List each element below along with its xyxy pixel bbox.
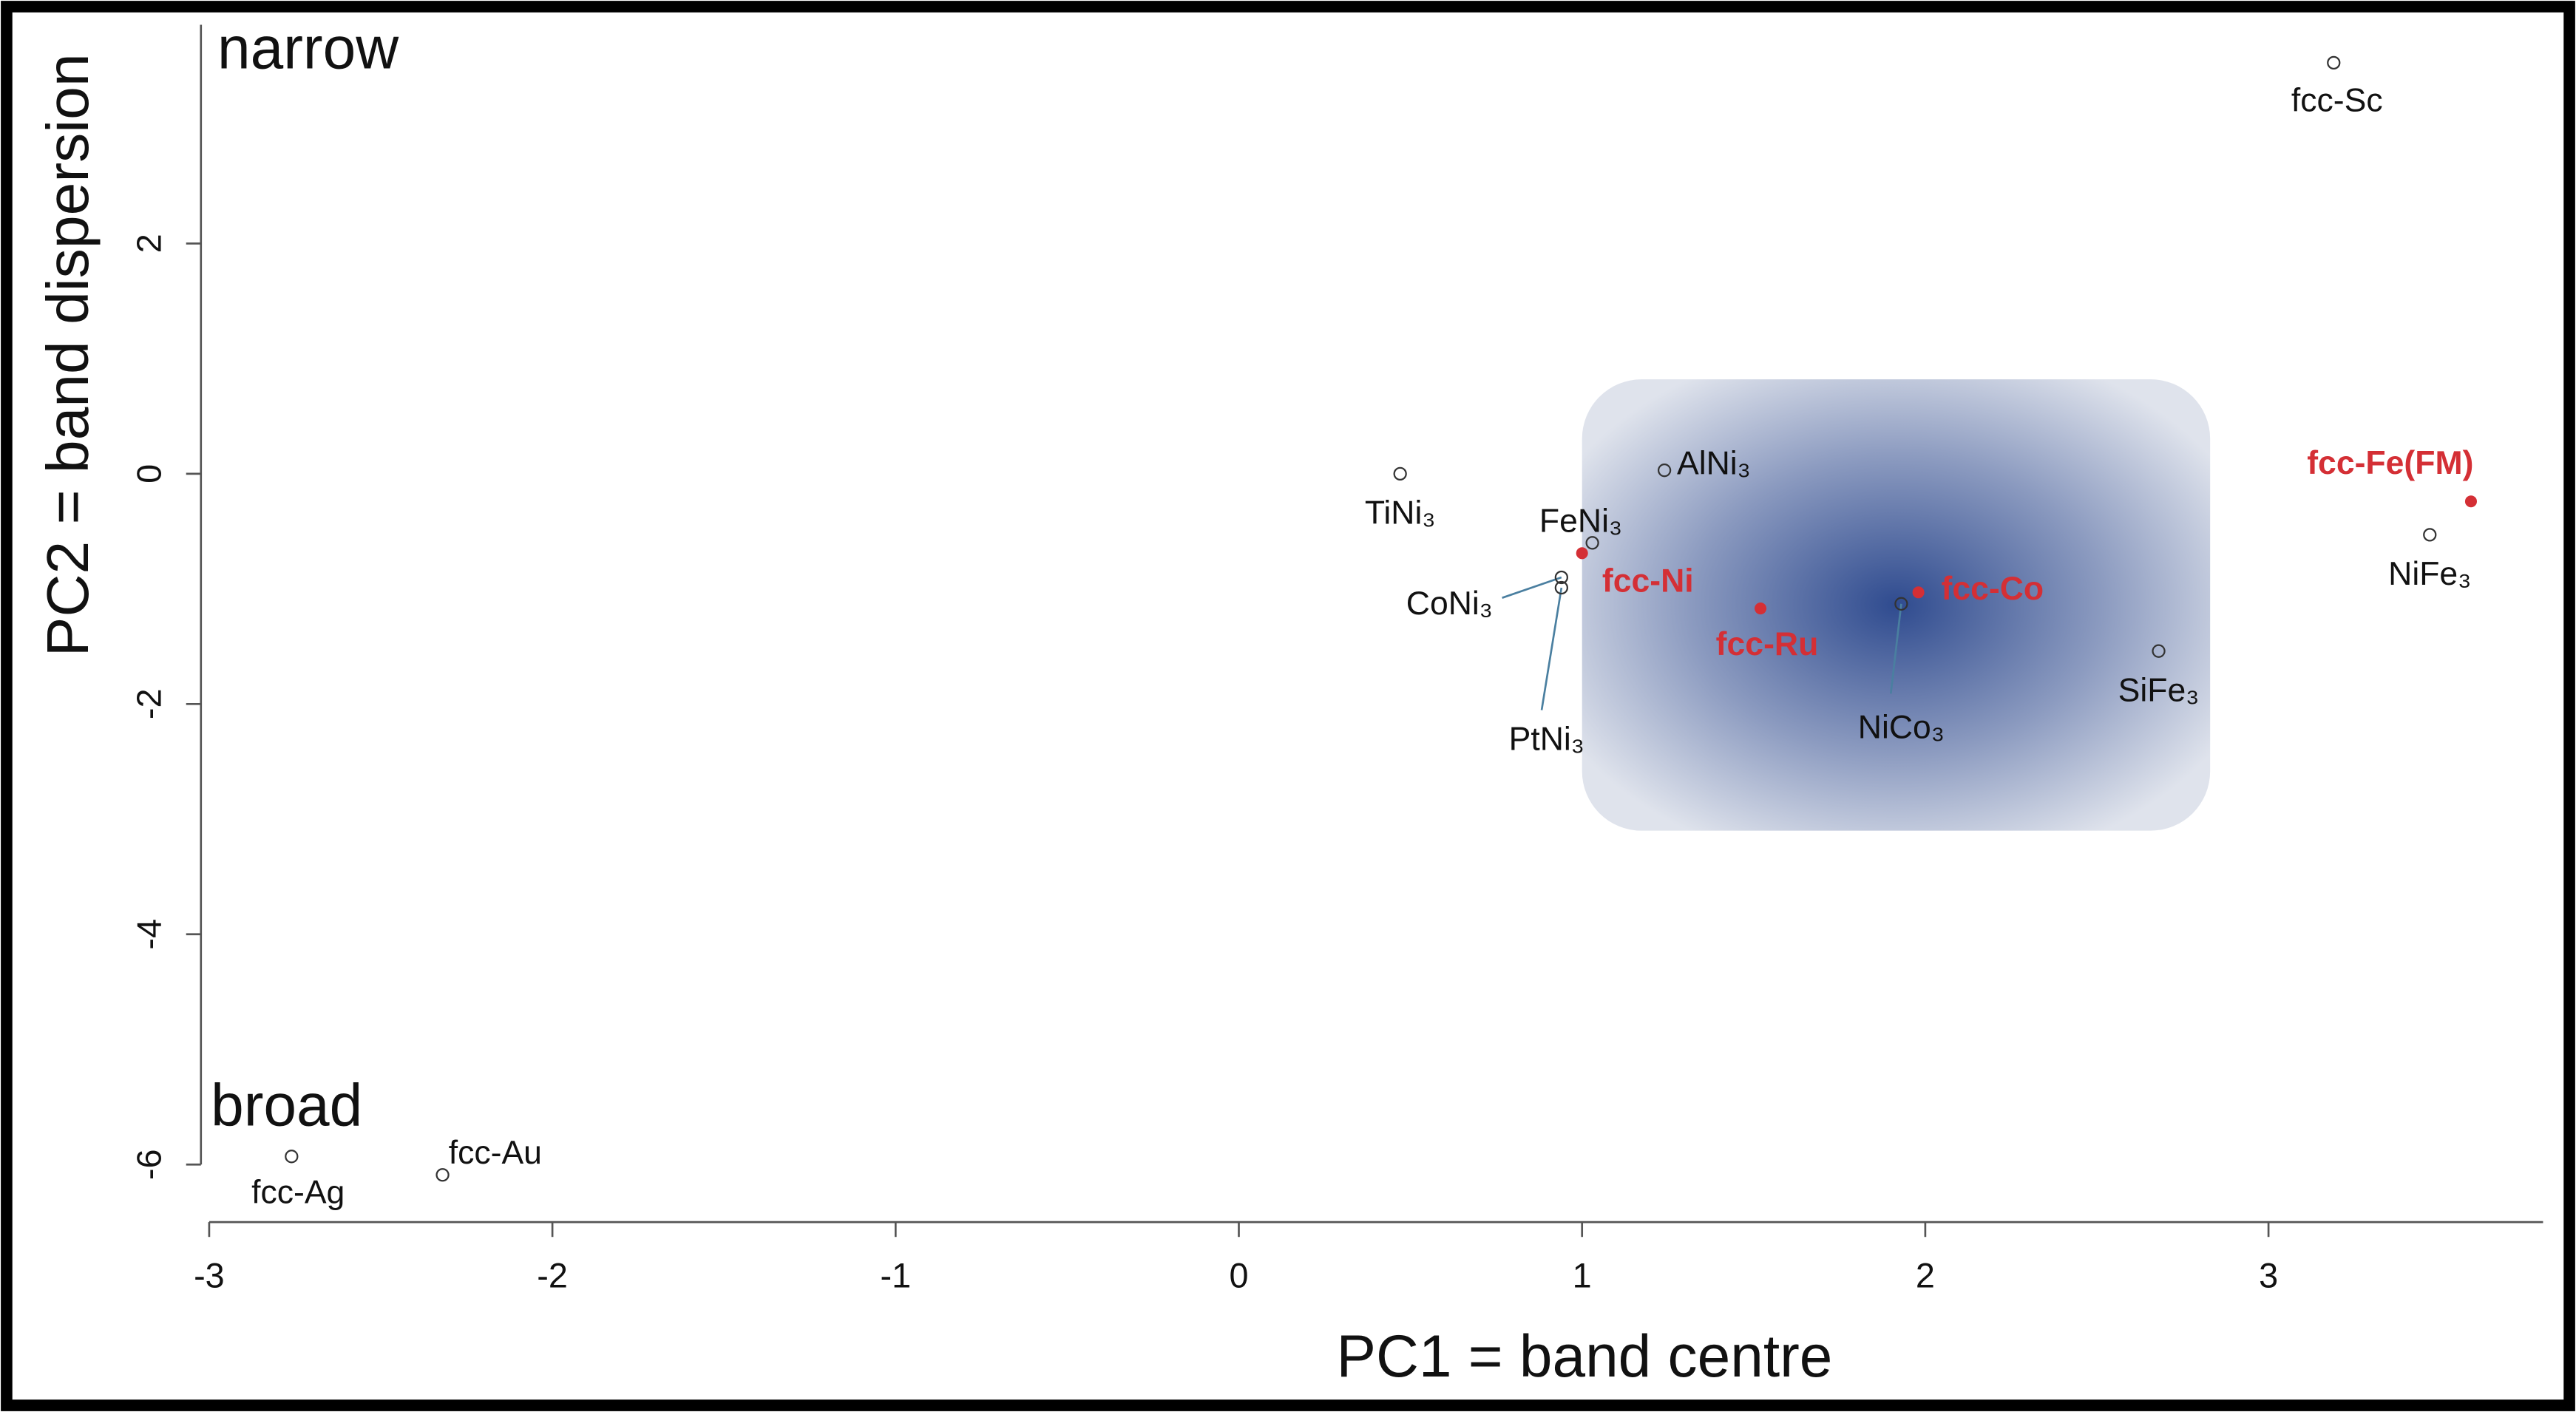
leader-line (1540, 587, 1563, 710)
point-label: fcc-Co (1942, 571, 2044, 607)
point (2152, 644, 2166, 658)
x-axis-label: PC1 = band centre (1337, 1323, 1833, 1390)
x-tick-label: 2 (1916, 1256, 1935, 1294)
point (1755, 603, 1767, 615)
x-tick-label: 1 (1573, 1256, 1592, 1294)
point (285, 1150, 299, 1164)
y-tick-label: 0 (129, 464, 168, 483)
point (2327, 55, 2341, 70)
point (1912, 586, 1925, 599)
point-label: CoNi₃ (1406, 585, 1493, 622)
point (1894, 597, 1908, 611)
point (2423, 528, 2437, 542)
x-tick-label: -3 (194, 1256, 225, 1294)
y-tick-label: 2 (129, 234, 168, 253)
point-label: fcc-Sc (2291, 82, 2383, 118)
y-axis-label: PC2 = band dispersion (35, 53, 101, 656)
point-label: PtNi₃ (1509, 722, 1584, 758)
point-label: FeNi₃ (1539, 503, 1622, 539)
annotation-narrow: narrow (217, 16, 399, 82)
point-label: fcc-Au (449, 1135, 542, 1171)
leader-line (1889, 603, 1902, 694)
point-label: fcc-Ru (1716, 626, 1819, 662)
leader-line (1502, 576, 1562, 599)
y-tick-label: -2 (129, 688, 168, 719)
x-tick-label: -1 (881, 1256, 912, 1294)
point (1576, 547, 1588, 560)
point-label: AlNi₃ (1677, 445, 1751, 481)
point-label: NiCo₃ (1858, 709, 1945, 745)
point (1554, 580, 1568, 595)
point-label: fcc-Fe(FM) (2307, 445, 2473, 481)
point (435, 1168, 450, 1182)
point (1657, 464, 1672, 478)
point-label: TiNi₃ (1365, 495, 1436, 531)
point (1585, 536, 1599, 550)
y-tick-label: -4 (129, 919, 168, 950)
point-label: fcc-Ag (251, 1174, 345, 1210)
point (2464, 495, 2477, 508)
x-tick-label: -2 (537, 1256, 568, 1294)
point (1393, 466, 1407, 481)
point-label: fcc-Ni (1602, 563, 1694, 599)
point (1554, 570, 1568, 585)
x-tick-label: 3 (2259, 1256, 2278, 1294)
y-tick-label: -6 (129, 1149, 168, 1180)
x-tick-label: 0 (1229, 1256, 1248, 1294)
point-label: SiFe₃ (2118, 672, 2200, 708)
point-label: NiFe₃ (2388, 556, 2471, 592)
annotation-broad: broad (211, 1072, 362, 1138)
